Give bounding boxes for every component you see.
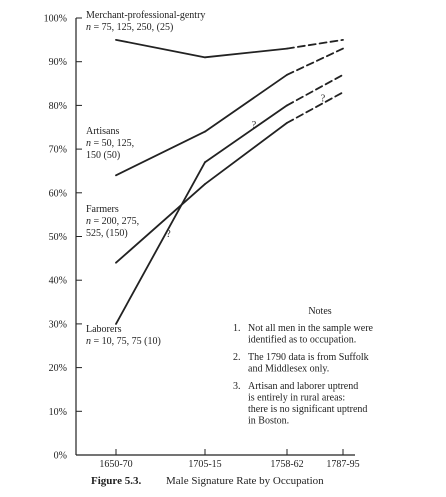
notes-box: Notes 1. Not all men in the sample wereid… xyxy=(233,306,374,427)
series-segment-dashed xyxy=(286,38,344,50)
series-segment-dashed xyxy=(286,47,344,76)
note-text: Not all men in the sample were xyxy=(248,323,374,334)
y-tick-label: 20% xyxy=(49,363,67,374)
series-n-label: 150 (50) xyxy=(86,150,120,161)
y-tick-label: 30% xyxy=(49,319,67,330)
series-segment xyxy=(115,183,206,264)
series-segment xyxy=(115,161,206,325)
chart-series: ??? xyxy=(115,38,344,325)
x-tick-label: 1650-70 xyxy=(99,459,132,470)
chart-axes: 0% 10% 20% 30% 40% 50% 60% 70% 80% 90% 100% 1650-70… xyxy=(44,14,360,471)
note-text: and Middlesex only. xyxy=(248,364,329,375)
note-number: 2. xyxy=(233,352,241,363)
note-number: 1. xyxy=(233,323,241,334)
series-segment xyxy=(204,121,288,185)
series-name: Artisans xyxy=(86,126,119,137)
figure-label: Figure 5.3. xyxy=(91,475,141,487)
note-text: is entirely in rural areas: xyxy=(248,393,345,404)
x-tick-label: 1758-62 xyxy=(270,459,303,470)
series-n-label: 525, (150) xyxy=(86,228,128,239)
series-name: Laborers xyxy=(86,324,122,335)
y-tick-label: 90% xyxy=(49,57,67,68)
y-tick-label: 50% xyxy=(49,232,67,243)
series-n-label: n = 50, 125, xyxy=(86,138,134,149)
note-text: identified as to occupation. xyxy=(248,335,356,346)
note-text: there is no significant uptrend xyxy=(248,404,367,415)
figure-caption: Figure 5.3. Male Signature Rate by Occup… xyxy=(91,475,324,487)
series-line xyxy=(115,38,344,59)
y-tick-label: 60% xyxy=(49,188,67,199)
series-segment xyxy=(204,73,288,133)
series-line: ?? xyxy=(115,73,344,325)
note-text: Artisan and laborer uptrend xyxy=(248,381,358,392)
y-tick-label: 100% xyxy=(44,14,67,25)
note-text: The 1790 data is from Suffolk xyxy=(248,352,369,363)
y-tick-label: 70% xyxy=(49,145,67,156)
uncertain-mark: ? xyxy=(321,94,326,105)
note-number: 3. xyxy=(233,381,241,392)
series-line: ? xyxy=(115,91,344,264)
series-name: Merchant-professional-gentry xyxy=(86,10,205,21)
series-segment xyxy=(115,130,206,177)
series-n-label: n = 75, 125, 250, (25) xyxy=(86,22,173,33)
series-segment-dashed xyxy=(286,73,344,107)
series-name: Farmers xyxy=(86,204,119,215)
x-tick-label: 1705-15 xyxy=(188,459,221,470)
series-n-label: n = 10, 75, 75 (10) xyxy=(86,336,161,347)
caption-text: Male Signature Rate by Occupation xyxy=(166,475,324,487)
uncertain-mark: ? xyxy=(166,229,171,240)
series-n-label: n = 200, 275, xyxy=(86,216,139,227)
series-segment xyxy=(115,38,206,59)
y-tick-label: 10% xyxy=(49,407,67,418)
x-tick-label: 1787-95 xyxy=(326,459,359,470)
note-item: 1. Not all men in the sample wereidentifi… xyxy=(233,323,374,346)
uncertain-mark: ? xyxy=(252,120,257,131)
y-tick-label: 0% xyxy=(54,451,67,462)
series-segment xyxy=(204,104,288,164)
series-segment xyxy=(204,47,288,59)
series-line xyxy=(115,47,344,177)
note-text: in Boston. xyxy=(248,416,289,427)
y-tick-label: 40% xyxy=(49,276,67,287)
y-tick-label: 80% xyxy=(49,101,67,112)
series-segment-dashed xyxy=(286,91,344,124)
notes-title: Notes xyxy=(308,306,331,317)
